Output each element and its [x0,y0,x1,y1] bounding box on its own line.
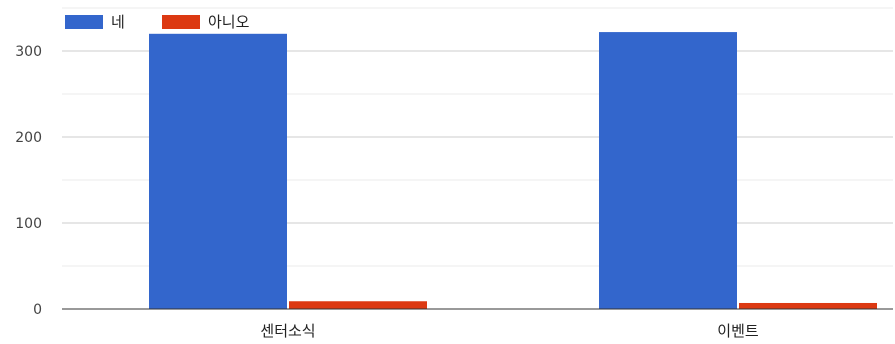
bar-yes-0 [149,33,287,310]
legend-swatch-1 [162,15,200,29]
x-category-label: 센터소식 [260,322,315,340]
bar-no-1 [739,302,877,309]
y-tick-label: 300 [15,44,42,60]
bar-no-0 [289,301,427,309]
y-axis-ticks: 0 100 200 300 [15,44,42,318]
x-axis-labels: 센터소식 이벤트 [260,322,758,340]
x-category-label: 이벤트 [717,322,759,340]
legend-label-0: 네 [111,13,125,31]
legend-swatch-0 [65,15,103,29]
bars [149,32,877,310]
y-tick-label: 200 [15,130,42,146]
y-tick-label: 0 [33,302,42,318]
y-tick-label: 100 [15,216,42,232]
legend: 네 아니오 [65,13,250,31]
bar-yes-1 [599,32,737,310]
legend-label-1: 아니오 [208,13,250,31]
